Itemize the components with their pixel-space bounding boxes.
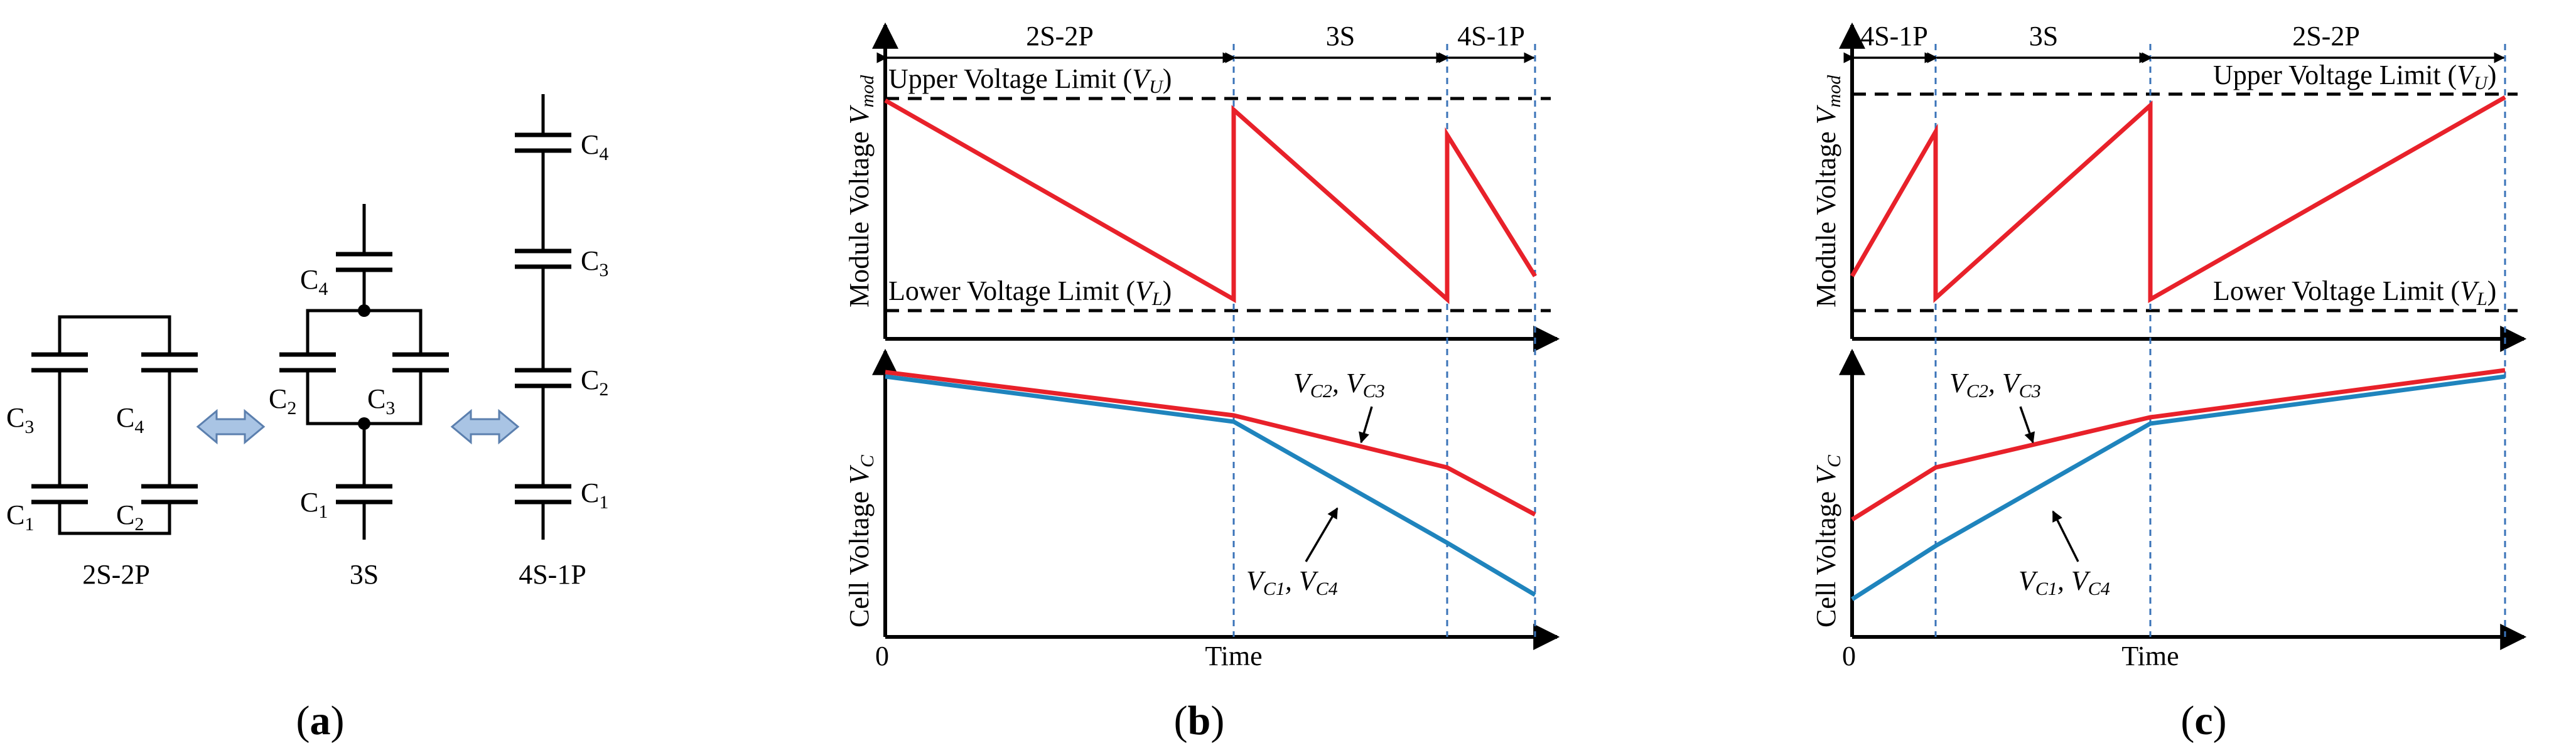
double-arrow-icon bbox=[450, 409, 520, 445]
y-label-cell: Cell Voltage VC bbox=[844, 454, 878, 628]
annotation-arrow bbox=[2052, 510, 2079, 562]
mode-label: 3S bbox=[1326, 21, 1355, 51]
cap-label-c2: C2 bbox=[581, 365, 608, 400]
annotation-vc2-vc3: VC2, VC3 bbox=[1293, 368, 1385, 402]
origin-label: 0 bbox=[875, 641, 889, 671]
annotation-arrow bbox=[1359, 406, 1373, 444]
module-voltage-trace bbox=[1850, 95, 2506, 304]
cell-voltage-c2-c3 bbox=[1851, 368, 2506, 521]
x-label: Time bbox=[2121, 641, 2179, 671]
wire-bottom-2s2p bbox=[58, 502, 171, 535]
config-label-2s2p: 2S-2P bbox=[82, 559, 150, 590]
panel-caption-a: (a) bbox=[296, 698, 345, 744]
cap-label-c4: C4 bbox=[116, 402, 144, 437]
mode-label: 2S-2P bbox=[2292, 21, 2360, 51]
x-label: Time bbox=[1205, 641, 1262, 671]
cap-label-c1: C1 bbox=[300, 487, 328, 522]
annotation-arrow bbox=[1305, 507, 1339, 562]
wire bbox=[306, 309, 423, 355]
lower-limit-label: Lower Voltage Limit (VL) bbox=[2213, 275, 2496, 309]
annotation-vc1-vc4: VC1, VC4 bbox=[1246, 565, 1338, 599]
cap-label-c4: C4 bbox=[300, 264, 328, 299]
mode-label: 3S bbox=[2029, 21, 2058, 51]
cell-voltage-c1-c4 bbox=[885, 374, 1536, 597]
cap-label-c2: C2 bbox=[269, 383, 296, 419]
circuit-2s2p: C3 C4 C1 C2 2S-2P bbox=[6, 315, 198, 590]
cap-label-c3: C3 bbox=[6, 402, 34, 437]
config-label-4s1p: 4S-1P bbox=[519, 559, 586, 590]
wire bbox=[306, 370, 423, 425]
config-label-3s: 3S bbox=[350, 559, 379, 590]
annotation-arrow bbox=[2019, 406, 2035, 444]
panel-c: 4S-1P 3S 2S-2P Upper Voltage Limit (VU) … bbox=[1811, 21, 2527, 744]
mode-label: 4S-1P bbox=[1860, 21, 1928, 51]
wire-top-2s2p bbox=[58, 315, 171, 355]
panel-a: C3 C4 C1 C2 2S-2P bbox=[6, 94, 608, 744]
panel-caption-c: (c) bbox=[2180, 698, 2226, 744]
y-label-module: Module Voltage Vmod bbox=[1811, 75, 1845, 307]
y-label-cell: Cell Voltage VC bbox=[1811, 454, 1845, 628]
circuit-4s1p: C4 C3 C2 C1 4S-1P bbox=[515, 94, 608, 590]
mode-label: 2S-2P bbox=[1026, 21, 1094, 51]
cap-label-c1: C1 bbox=[6, 499, 34, 535]
annotation-vc2-vc3: VC2, VC3 bbox=[1949, 368, 2041, 402]
upper-limit-label: Upper Voltage Limit (VU) bbox=[888, 63, 1172, 97]
lower-limit-label: Lower Voltage Limit (VL) bbox=[888, 275, 1172, 309]
annotation-vc1-vc4: VC1, VC4 bbox=[2018, 565, 2110, 599]
y-label-module: Module Voltage Vmod bbox=[844, 75, 878, 307]
cap-label-c3: C3 bbox=[367, 383, 395, 419]
cap-label-c4: C4 bbox=[581, 129, 608, 164]
panel-b: 2S-2P 3S 4S-1P Upper Voltage Limit (VU) … bbox=[844, 21, 1560, 744]
panel-caption-b: (b) bbox=[1174, 698, 1225, 744]
origin-label: 0 bbox=[1842, 641, 1856, 671]
module-voltage-trace bbox=[884, 98, 1537, 304]
double-arrow-icon bbox=[196, 409, 266, 445]
mode-label: 4S-1P bbox=[1457, 21, 1525, 51]
cap-label-c3: C3 bbox=[581, 245, 608, 280]
cap-label-c1: C1 bbox=[581, 478, 608, 513]
circuit-3s: C4 C2 C3 C1 3S bbox=[269, 204, 449, 590]
upper-limit-label: Upper Voltage Limit (VU) bbox=[2213, 60, 2496, 93]
cell-voltage-c2-c3 bbox=[885, 370, 1536, 517]
cap-label-c2: C2 bbox=[116, 499, 144, 535]
cell-voltage-c1-c4 bbox=[1851, 374, 2506, 601]
